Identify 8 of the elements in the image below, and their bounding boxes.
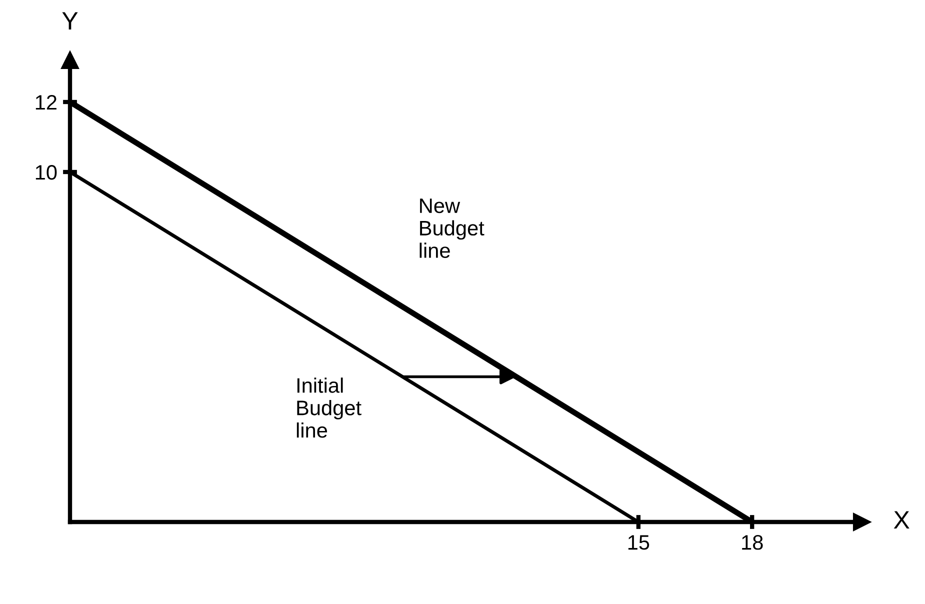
y-tick-label: 12 — [36, 95, 56, 110]
x-axis-title: X — [894, 511, 910, 528]
x-tick-label: 18 — [742, 535, 763, 550]
text: New Budget line — [420, 198, 484, 258]
series-label: Initial Budget line — [296, 378, 362, 438]
y-axis-title: Y — [62, 12, 78, 30]
y-tick-label: 10 — [36, 165, 57, 180]
x-tick-label: 15 — [628, 535, 650, 550]
